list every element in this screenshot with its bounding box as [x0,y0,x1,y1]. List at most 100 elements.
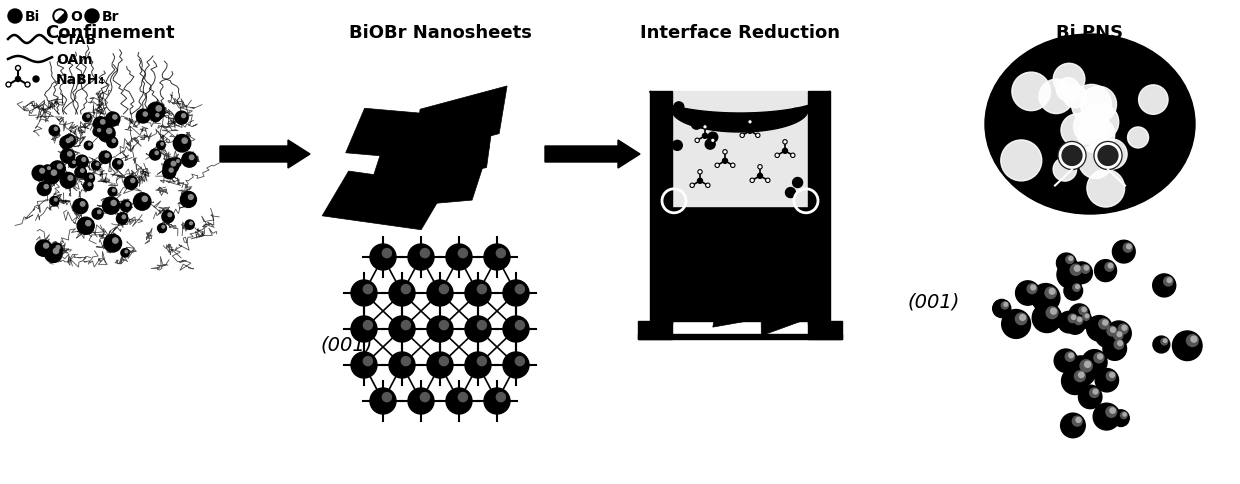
Circle shape [55,128,57,131]
Circle shape [167,213,171,217]
Polygon shape [682,275,748,318]
Circle shape [57,165,62,169]
Circle shape [1090,388,1099,398]
Circle shape [993,300,1011,318]
Circle shape [98,130,100,132]
Circle shape [363,357,372,366]
Bar [672,92,808,206]
Circle shape [180,192,196,208]
Bar [808,321,842,339]
Circle shape [113,159,123,170]
Circle shape [171,162,176,166]
Circle shape [758,174,763,179]
Text: OAm: OAm [56,53,93,67]
Circle shape [81,202,84,207]
Circle shape [1127,245,1131,249]
Polygon shape [412,87,507,158]
Circle shape [484,388,510,414]
Circle shape [172,158,181,168]
Circle shape [420,393,429,402]
Polygon shape [346,109,459,162]
Circle shape [1066,256,1074,264]
Circle shape [1061,115,1094,147]
Circle shape [427,280,453,306]
Circle shape [477,357,486,366]
Circle shape [775,154,780,158]
Circle shape [1064,282,1083,301]
Circle shape [162,166,176,179]
Circle shape [25,83,30,88]
Circle shape [1085,362,1091,367]
Circle shape [55,199,57,201]
Circle shape [88,183,91,186]
Circle shape [1084,266,1089,271]
Circle shape [143,113,148,117]
Circle shape [1106,407,1117,417]
Circle shape [108,188,117,197]
Circle shape [1058,312,1080,333]
Circle shape [113,190,115,192]
Circle shape [1079,372,1084,378]
Circle shape [105,113,120,127]
Circle shape [503,352,529,378]
Circle shape [1074,109,1109,145]
Circle shape [1069,353,1074,358]
Circle shape [1012,73,1050,111]
Circle shape [439,357,449,366]
Circle shape [56,246,60,250]
Circle shape [182,152,197,168]
Circle shape [782,140,787,145]
Circle shape [1073,284,1080,292]
Circle shape [1081,265,1090,274]
Circle shape [791,109,801,119]
Text: O: O [69,10,82,24]
Circle shape [703,134,708,139]
Circle shape [1060,413,1085,438]
Circle shape [723,151,727,155]
Circle shape [1102,328,1126,351]
Circle shape [53,10,67,24]
Circle shape [1080,360,1092,372]
Circle shape [748,129,753,134]
Circle shape [459,393,467,402]
Circle shape [1099,319,1109,329]
Circle shape [88,144,91,146]
Circle shape [755,134,760,138]
Circle shape [389,317,415,342]
Circle shape [1083,314,1090,320]
Circle shape [1102,320,1107,325]
Circle shape [169,169,174,173]
Circle shape [1095,323,1120,348]
Circle shape [15,66,21,71]
Circle shape [408,244,434,271]
Circle shape [87,116,89,118]
Circle shape [1056,261,1085,289]
Circle shape [730,164,735,168]
Circle shape [1121,412,1127,419]
Circle shape [1070,262,1092,284]
Circle shape [446,388,472,414]
Circle shape [1094,353,1104,363]
Ellipse shape [985,35,1195,214]
Circle shape [1117,332,1122,337]
Circle shape [83,182,93,191]
Circle shape [1079,385,1102,409]
Circle shape [1106,372,1116,381]
Bar [639,321,672,339]
Circle shape [162,211,174,223]
Circle shape [1069,304,1090,325]
Circle shape [84,174,94,184]
Circle shape [50,126,60,136]
Circle shape [117,213,128,225]
Circle shape [122,249,129,257]
Circle shape [143,197,148,202]
Polygon shape [713,289,768,328]
Circle shape [1112,241,1135,263]
Circle shape [53,249,58,254]
Circle shape [694,139,699,143]
Circle shape [1163,339,1167,343]
Circle shape [43,167,60,184]
Circle shape [43,166,52,175]
Circle shape [157,224,166,233]
Text: Br: Br [102,10,119,24]
